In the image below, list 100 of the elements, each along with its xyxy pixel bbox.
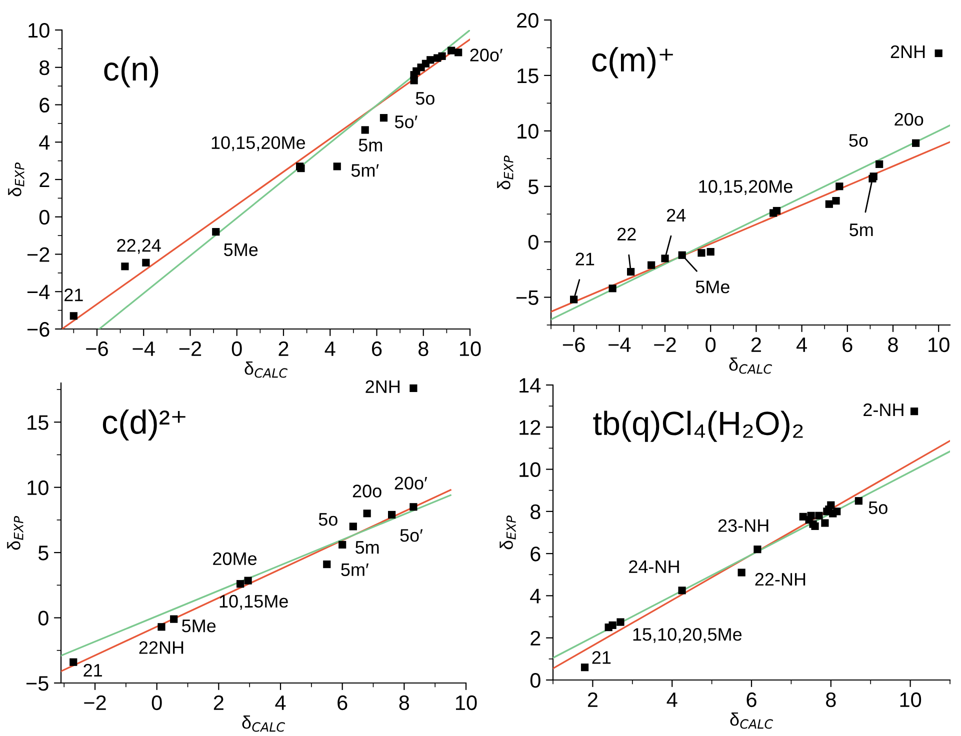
x-tick-label: 10 [460,341,481,356]
annotation: 21 [84,664,102,677]
x-tick-label: 0 [706,337,716,352]
x-tick-label: 4 [324,342,336,356]
x-tick-label: 2 [278,341,288,356]
x-axis-title: δ$_{CALC}$ [729,358,772,374]
annotation: 22,24 [117,239,161,254]
y-axis-title: δ$_{EXP}$ [500,516,516,550]
annotation: 21 [576,252,594,266]
x-tick-label: 6 [842,337,852,352]
y-tick-label: 5 [38,546,48,560]
annotation: 5m [850,224,873,236]
x-tick-label: 4 [666,692,678,707]
x-tick-label: 10 [456,695,477,710]
x-tick-label: 0 [152,695,162,710]
x-tick-label: −6 [86,341,108,356]
x-tick-label: 8 [826,692,836,708]
x-tick-label: −6 [562,337,585,352]
annotation: 2-NH [864,403,904,416]
annotation: 5m [358,138,382,152]
x-tick-label: −2 [84,695,106,710]
y-tick-label: 15 [518,68,538,84]
y-tick-label: −6 [27,322,50,337]
y-tick-label: 10 [520,462,540,478]
annotation: 5Me [696,280,730,294]
y-tick-label: 8 [530,504,540,520]
annotation: 15,10,20,5Me [633,628,742,643]
y-tick-label: 10 [518,124,538,139]
annotation: 5o [318,513,338,526]
x-axis-title: δ$_{CALC}$ [242,716,285,732]
y-tick-label: 5 [528,180,538,194]
y-tick-label: 10 [28,23,50,38]
y-tick-label: 0 [38,610,48,626]
annotation: 5o [868,501,888,514]
annotation: 2NH [890,45,925,58]
annotation: 20o [352,484,382,498]
annotation: 10,15,20Me [212,136,306,152]
annotation: 5o [416,92,434,105]
annotation: 21 [64,288,83,302]
y-tick-label: −5 [516,290,538,306]
annotation: 2NH [366,380,400,393]
x-tick-label: 0 [232,341,242,356]
annotation: 20o [894,112,924,126]
x-tick-label: 10 [900,692,922,708]
text: tb(q)Cl₄(H₂O)₂ [593,410,803,442]
x-tick-label: −2 [179,341,202,356]
annotation: 23-NH [718,519,768,532]
y-tick-label: 2 [40,172,50,188]
annotation: 21 [592,651,611,664]
y-tick-label: 10 [28,480,48,496]
annotation: 24 [666,208,686,222]
y-axis-title: δ$_{EXP}$ [497,156,514,190]
annotation: 5Me [224,244,258,256]
y-tick-label: 0 [528,234,538,250]
x-tick-label: 10 [928,337,950,352]
x-tick-label: 6 [746,692,756,708]
annotation: 5o′ [400,529,423,542]
x-tick-label: 6 [372,341,382,356]
x-tick-label: 8 [399,695,410,710]
x-tick-label: 4 [275,696,286,710]
x-tick-label: 2 [588,692,598,707]
x-tick-label: −2 [654,337,676,352]
y-tick-label: 2 [530,630,540,646]
y-tick-label: 0 [530,673,540,688]
annotation: 5m′ [351,164,379,177]
y-tick-label: 4 [530,588,541,604]
y-tick-label: 0 [39,210,50,225]
x-tick-label: −4 [132,342,155,356]
annotation: 5Me [182,620,216,632]
annotation: 20o′ [394,476,428,490]
y-tick-label: 12 [520,420,540,435]
y-tick-label: 6 [40,98,50,113]
annotation: 20Me [213,552,257,566]
annotation: 22-NH [755,572,806,586]
y-tick-label: 8 [40,60,50,76]
annotation: 5m′ [341,563,369,576]
y-tick-label: 4 [39,135,50,150]
x-tick-label: 4 [796,338,807,352]
x-tick-label: 2 [214,695,224,710]
x-axis-title: δ$_{CALC}$ [244,362,288,378]
annotation: 10,15,20Me [699,180,792,195]
y-tick-label: −2 [27,247,50,262]
x-tick-label: 8 [418,341,428,356]
x-tick-label: 6 [338,695,348,710]
y-tick-label: −4 [27,284,50,300]
text: c(n) [104,56,158,88]
y-tick-label: 14 [520,378,541,393]
annotation: 22 [618,228,636,240]
x-tick-label: −4 [608,338,631,352]
y-axis-title: δ$_{EXP}$ [7,516,24,550]
y-tick-label: 20 [517,13,538,28]
annotation: 5o′ [394,116,418,128]
y-tick-label: 15 [28,415,48,430]
annotation: 20o′ [470,48,503,62]
annotation: 5o [849,134,868,147]
text: c(d)²⁺ [102,409,186,441]
annotation: 22NH [139,641,184,654]
y-tick-label: 6 [530,546,540,562]
x-tick-label: 8 [888,337,898,352]
x-axis-title: δ$_{CALC}$ [730,712,773,729]
